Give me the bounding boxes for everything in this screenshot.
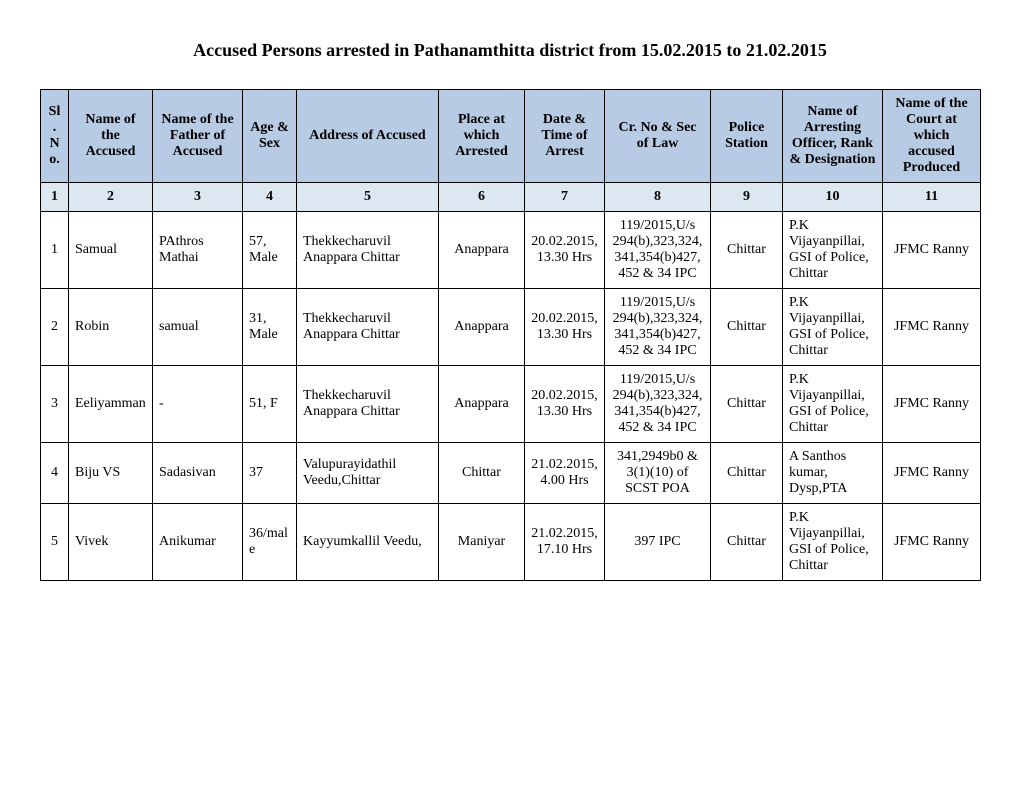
cell-officer: A Santhos kumar, Dysp,PTA bbox=[783, 443, 883, 504]
col-header: Name of Arresting Officer, Rank & Design… bbox=[783, 90, 883, 183]
cell-place: Chittar bbox=[439, 443, 525, 504]
cell-officer: P.K Vijayanpillai, GSI of Police, Chitta… bbox=[783, 504, 883, 581]
cell-name: Eeliyamman bbox=[69, 366, 153, 443]
cell-court: JFMC Ranny bbox=[883, 366, 981, 443]
cell-court: JFMC Ranny bbox=[883, 443, 981, 504]
cell-age: 37 bbox=[243, 443, 297, 504]
cell-age: 36/male bbox=[243, 504, 297, 581]
col-number: 1 bbox=[41, 183, 69, 212]
cell-court: JFMC Ranny bbox=[883, 504, 981, 581]
cell-ps: Chittar bbox=[711, 366, 783, 443]
cell-ps: Chittar bbox=[711, 289, 783, 366]
cell-court: JFMC Ranny bbox=[883, 212, 981, 289]
cell-cr: 397 IPC bbox=[605, 504, 711, 581]
cell-cr: 341,2949b0 & 3(1)(10) of SCST POA bbox=[605, 443, 711, 504]
col-number: 8 bbox=[605, 183, 711, 212]
col-number: 2 bbox=[69, 183, 153, 212]
table-row: 5VivekAnikumar36/maleKayyumkallil Veedu,… bbox=[41, 504, 981, 581]
cell-father: - bbox=[153, 366, 243, 443]
col-header: Address of Accused bbox=[297, 90, 439, 183]
cell-age: 51, F bbox=[243, 366, 297, 443]
cell-place: Anappara bbox=[439, 212, 525, 289]
table-row: 3Eeliyamman-51, FThekkecharuvil Anappara… bbox=[41, 366, 981, 443]
cell-date: 21.02.2015,17.10 Hrs bbox=[525, 504, 605, 581]
cell-sl: 5 bbox=[41, 504, 69, 581]
col-number: 11 bbox=[883, 183, 981, 212]
col-header: Place at which Arrested bbox=[439, 90, 525, 183]
cell-father: samual bbox=[153, 289, 243, 366]
cell-addr: Thekkecharuvil Anappara Chittar bbox=[297, 212, 439, 289]
col-number: 10 bbox=[783, 183, 883, 212]
col-number: 3 bbox=[153, 183, 243, 212]
cell-ps: Chittar bbox=[711, 212, 783, 289]
col-header: Date & Time of Arrest bbox=[525, 90, 605, 183]
cell-ps: Chittar bbox=[711, 443, 783, 504]
col-header: Name of the Accused bbox=[69, 90, 153, 183]
page-title: Accused Persons arrested in Pathanamthit… bbox=[40, 40, 980, 61]
cell-officer: P.K Vijayanpillai, GSI of Police, Chitta… bbox=[783, 289, 883, 366]
cell-officer: P.K Vijayanpillai, GSI of Police, Chitta… bbox=[783, 212, 883, 289]
cell-name: Robin bbox=[69, 289, 153, 366]
cell-name: Vivek bbox=[69, 504, 153, 581]
col-header: Cr. No & Sec of Law bbox=[605, 90, 711, 183]
col-number: 6 bbox=[439, 183, 525, 212]
cell-sl: 2 bbox=[41, 289, 69, 366]
col-header: Name of the Court at which accused Produ… bbox=[883, 90, 981, 183]
cell-addr: Valupurayidathil Veedu,Chittar bbox=[297, 443, 439, 504]
arrests-table: Sl. No. Name of the Accused Name of the … bbox=[40, 89, 981, 581]
table-row: 4Biju VSSadasivan37Valupurayidathil Veed… bbox=[41, 443, 981, 504]
cell-cr: 119/2015,U/s 294(b),323,324,341,354(b)42… bbox=[605, 289, 711, 366]
cell-date: 20.02.2015,13.30 Hrs bbox=[525, 366, 605, 443]
cell-date: 21.02.2015,4.00 Hrs bbox=[525, 443, 605, 504]
col-header: Sl. No. bbox=[41, 90, 69, 183]
cell-court: JFMC Ranny bbox=[883, 289, 981, 366]
table-row: 1SamualPAthros Mathai57, MaleThekkecharu… bbox=[41, 212, 981, 289]
cell-name: Biju VS bbox=[69, 443, 153, 504]
cell-age: 57, Male bbox=[243, 212, 297, 289]
table-header: Sl. No. Name of the Accused Name of the … bbox=[41, 90, 981, 212]
table-row: 2Robinsamual31, MaleThekkecharuvil Anapp… bbox=[41, 289, 981, 366]
col-number: 9 bbox=[711, 183, 783, 212]
cell-cr: 119/2015,U/s 294(b),323,324,341,354(b)42… bbox=[605, 366, 711, 443]
col-number: 4 bbox=[243, 183, 297, 212]
col-header: Name of the Father of Accused bbox=[153, 90, 243, 183]
cell-officer: P.K Vijayanpillai, GSI of Police, Chitta… bbox=[783, 366, 883, 443]
cell-date: 20.02.2015,13.30 Hrs bbox=[525, 212, 605, 289]
cell-age: 31, Male bbox=[243, 289, 297, 366]
table-body: 1SamualPAthros Mathai57, MaleThekkecharu… bbox=[41, 212, 981, 581]
col-header: Police Station bbox=[711, 90, 783, 183]
col-header: Age & Sex bbox=[243, 90, 297, 183]
cell-ps: Chittar bbox=[711, 504, 783, 581]
cell-sl: 3 bbox=[41, 366, 69, 443]
col-number: 5 bbox=[297, 183, 439, 212]
cell-addr: Kayyumkallil Veedu, bbox=[297, 504, 439, 581]
cell-father: Anikumar bbox=[153, 504, 243, 581]
column-number-row: 1 2 3 4 5 6 7 8 9 10 11 bbox=[41, 183, 981, 212]
col-number: 7 bbox=[525, 183, 605, 212]
cell-addr: Thekkecharuvil Anappara Chittar bbox=[297, 289, 439, 366]
cell-addr: Thekkecharuvil Anappara Chittar bbox=[297, 366, 439, 443]
cell-sl: 4 bbox=[41, 443, 69, 504]
cell-place: Maniyar bbox=[439, 504, 525, 581]
cell-cr: 119/2015,U/s 294(b),323,324,341,354(b)42… bbox=[605, 212, 711, 289]
cell-date: 20.02.2015,13.30 Hrs bbox=[525, 289, 605, 366]
cell-father: PAthros Mathai bbox=[153, 212, 243, 289]
cell-father: Sadasivan bbox=[153, 443, 243, 504]
cell-place: Anappara bbox=[439, 289, 525, 366]
cell-name: Samual bbox=[69, 212, 153, 289]
cell-sl: 1 bbox=[41, 212, 69, 289]
cell-place: Anappara bbox=[439, 366, 525, 443]
